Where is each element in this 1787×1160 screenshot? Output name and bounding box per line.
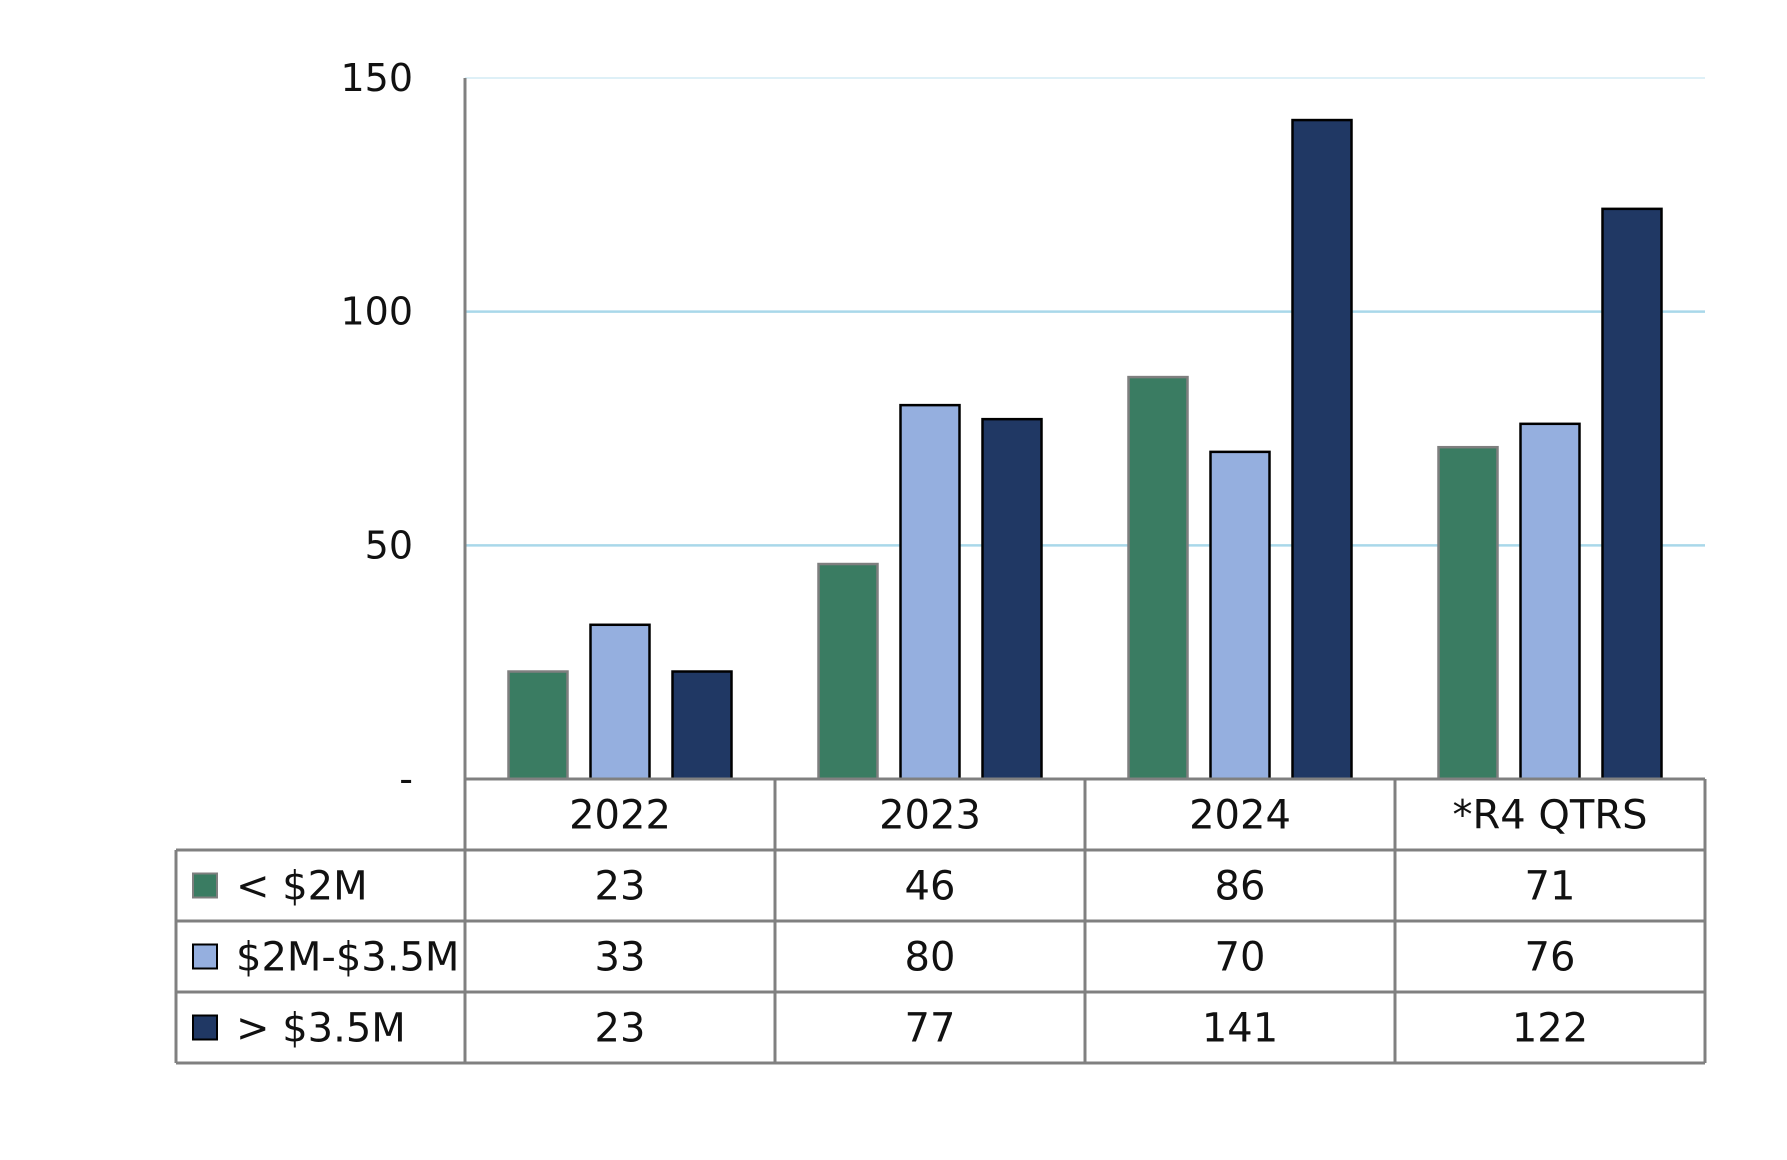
category-label: 2024: [1189, 793, 1291, 839]
legend-label: < $2M: [236, 864, 368, 910]
bar: [1209, 450, 1271, 781]
y-tick-label: 100: [340, 290, 413, 334]
bar: [1127, 375, 1189, 781]
bar: [981, 417, 1043, 781]
gridlines: [465, 77, 1705, 547]
data-label: 141: [1202, 1006, 1278, 1052]
bar: [899, 403, 961, 781]
data-label: 33: [595, 935, 646, 981]
y-tick-label: -: [399, 757, 413, 801]
data-label: 77: [905, 1006, 956, 1052]
y-tick-label: 150: [340, 56, 413, 100]
bar: [589, 623, 651, 781]
legend-label: > $3.5M: [236, 1006, 406, 1052]
data-label: 80: [905, 935, 956, 981]
bar: [1291, 118, 1353, 781]
data-label: 23: [595, 1006, 646, 1052]
bar: [671, 670, 733, 781]
y-axis: - 50 100 150: [340, 56, 467, 801]
data-label: 23: [595, 864, 646, 910]
bars: [507, 118, 1663, 781]
data-table: 2022 2023 2024 *R4 QTRS < $2M 23 46 86 71 $2M-$3.…: [174, 777, 1707, 1065]
bar: [1519, 422, 1581, 781]
bar: [1437, 445, 1499, 781]
data-label: 46: [905, 864, 956, 910]
legend-label: $2M-$3.5M: [236, 935, 459, 981]
legend-swatch: [192, 1014, 218, 1041]
data-label: 122: [1512, 1006, 1588, 1052]
legend-swatch: [192, 943, 218, 970]
category-label: 2022: [569, 793, 671, 839]
bar: [507, 670, 569, 781]
legend-swatch: [192, 872, 218, 899]
bar: [1601, 207, 1663, 781]
data-label: 86: [1215, 864, 1266, 910]
category-label: 2023: [879, 793, 981, 839]
category-label: *R4 QTRS: [1452, 793, 1647, 839]
data-label: 76: [1525, 935, 1576, 981]
data-label: 71: [1525, 864, 1576, 910]
bar: [817, 562, 879, 781]
data-label: 70: [1215, 935, 1266, 981]
y-tick-label: 50: [365, 523, 413, 567]
